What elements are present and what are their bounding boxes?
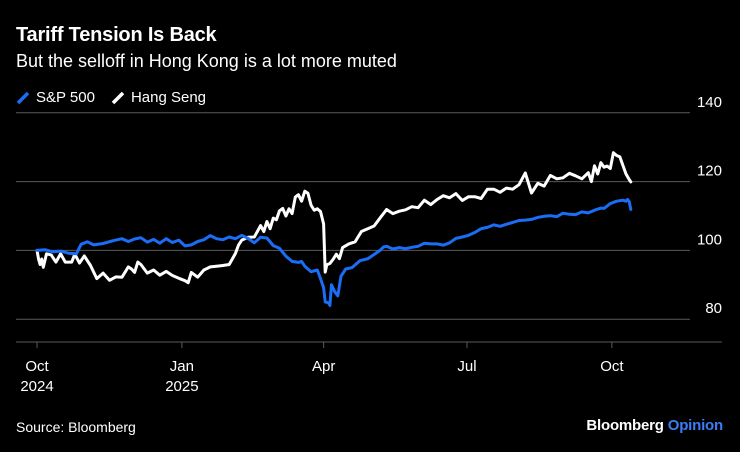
legend-swatch-sp500 bbox=[16, 91, 30, 104]
legend-label-hangseng: Hang Seng bbox=[130, 89, 207, 106]
x-tick-sublabel-1: 2025 bbox=[165, 378, 198, 395]
legend-item-sp500: S&P 500 bbox=[16, 89, 95, 106]
x-tick-label-0: Oct bbox=[25, 358, 49, 375]
y-tick-label-140: 140 bbox=[697, 94, 722, 111]
x-tick-label-1: Jan bbox=[170, 358, 194, 375]
brand-suffix: Opinion bbox=[667, 417, 723, 434]
chart-subtitle: But the selloff in Hong Kong is a lot mo… bbox=[16, 51, 397, 71]
source-note: Source: Bloomberg bbox=[16, 419, 136, 435]
y-tick-label-120: 120 bbox=[697, 163, 722, 180]
legend-item-hangseng: Hang Seng bbox=[111, 89, 206, 106]
x-tick-sublabel-0: 2024 bbox=[20, 378, 53, 395]
x-tick-label-4: Oct bbox=[600, 358, 624, 375]
x-tick-label-2: Apr bbox=[312, 358, 335, 375]
y-tick-label-80: 80 bbox=[705, 300, 722, 317]
series-line-sp500 bbox=[35, 198, 633, 307]
legend: S&P 500 Hang Seng bbox=[16, 89, 222, 106]
legend-swatch-hangseng bbox=[111, 91, 125, 104]
x-tick-label-3: Jul bbox=[457, 358, 476, 375]
legend-label-sp500: S&P 500 bbox=[36, 89, 95, 106]
chart-title: Tariff Tension Is Back bbox=[16, 24, 217, 46]
series-line-hangseng bbox=[35, 151, 633, 285]
bloomberg-opinion-logo: Bloomberg Opinion bbox=[586, 417, 723, 434]
brand-name: Bloomberg bbox=[586, 417, 664, 434]
y-tick-label-100: 100 bbox=[697, 231, 722, 248]
